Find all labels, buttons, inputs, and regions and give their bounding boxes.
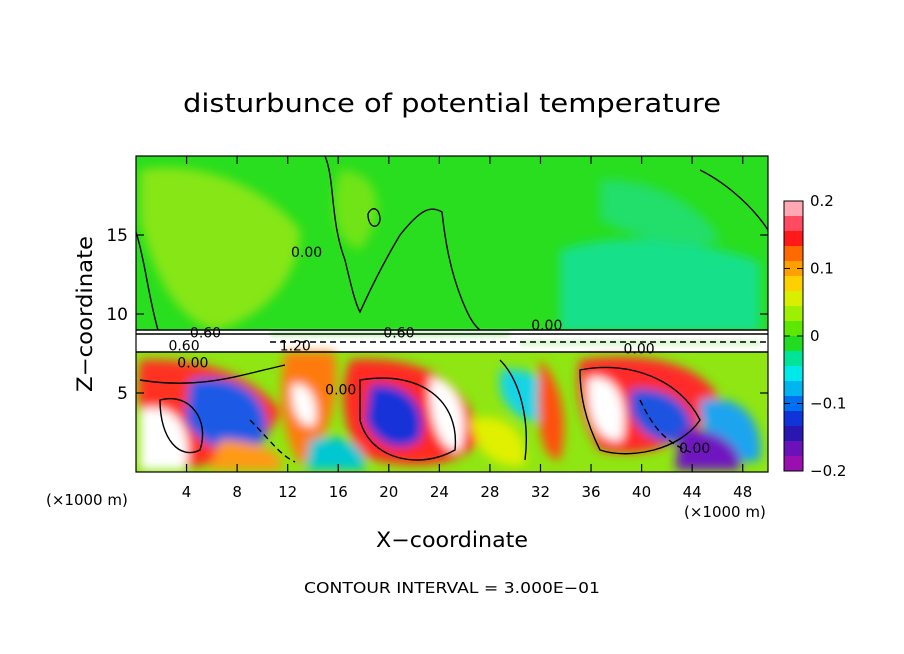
blob-warm (538, 360, 564, 460)
y-tick-label: 10 (106, 305, 128, 325)
chart-title: disturbunce of potential temperature (183, 89, 721, 119)
y-tick-label: 15 (106, 226, 128, 246)
x-tick-label: 12 (278, 483, 297, 501)
contour-label: 0.60 (190, 326, 221, 342)
blob-cool (630, 389, 692, 443)
blob-neutral (291, 384, 316, 426)
x-tick-label: 20 (379, 483, 398, 501)
axis-ticks (136, 156, 768, 472)
x-tick-label: 44 (683, 483, 702, 501)
y-axis-label: Z−coordinate (73, 236, 97, 392)
contour-label: 0.60 (168, 338, 199, 354)
blob-cool (365, 384, 423, 448)
field-patch-warm (140, 167, 300, 330)
contour-interval-footer: CONTOUR INTERVAL = 3.000E−01 (304, 579, 600, 597)
x-tick-label: 4 (182, 483, 192, 501)
colorbar-tick-label: 0.2 (810, 192, 834, 210)
contour-label: 1.20 (280, 338, 311, 354)
field-patch-warm (334, 170, 378, 250)
contour-label: 0.00 (623, 342, 654, 358)
contour-label: 0.00 (679, 441, 710, 457)
x-unit-right: (×1000 m) (684, 503, 766, 521)
contour-label: 0.00 (325, 383, 356, 399)
colorbar-tick-labels: 0.2 0.1 0 −0.1 −0.2 (810, 192, 846, 480)
contour-label: 0.60 (383, 326, 414, 342)
x-axis-label: X−coordinate (376, 528, 528, 552)
contour-lines (136, 156, 768, 463)
contour-label: 0.00 (177, 356, 208, 372)
x-tick-labels: 4 8 12 16 20 24 28 32 36 40 44 48 (182, 483, 752, 501)
x-tick-label: 24 (430, 483, 449, 501)
field-patch-cool (600, 179, 720, 245)
field-patch-cool (560, 239, 760, 332)
blob-neutral (140, 408, 188, 470)
y-tick-labels: 5 10 15 (106, 226, 128, 404)
blob-neutral (587, 377, 625, 441)
colorbar-ticks (784, 200, 803, 472)
colorbar-tick-label: −0.2 (810, 462, 846, 480)
y-tick-label: 5 (117, 384, 128, 404)
colorbar: 0.2 0.1 0 −0.1 −0.2 (783, 192, 846, 480)
x-tick-label: 16 (329, 483, 348, 501)
blob-cool (305, 436, 366, 470)
colorbar-tick-label: 0 (810, 327, 820, 345)
colorbar-tick-label: 0.1 (810, 260, 834, 278)
blob-warm (470, 417, 526, 466)
blob-cool (675, 429, 741, 470)
colorbar-tick-label: −0.1 (810, 395, 846, 413)
x-tick-label: 8 (232, 483, 242, 501)
x-tick-label: 36 (581, 483, 600, 501)
blob-cool (185, 378, 267, 451)
x-tick-label: 28 (480, 483, 499, 501)
blob-warm (210, 440, 282, 470)
x-tick-label: 48 (733, 483, 752, 501)
plot-area: 0.000.000.600.60 1.200.600.000.000.000.00 (136, 156, 768, 472)
contour-label: 0.00 (531, 318, 562, 334)
x-tick-label: 32 (531, 483, 550, 501)
contour-label: 0.00 (291, 245, 322, 261)
x-unit-left: (×1000 m) (46, 491, 128, 509)
contour-labels: 0.000.000.600.60 1.200.600.000.000.000.00 (168, 245, 710, 457)
x-tick-label: 40 (632, 483, 651, 501)
